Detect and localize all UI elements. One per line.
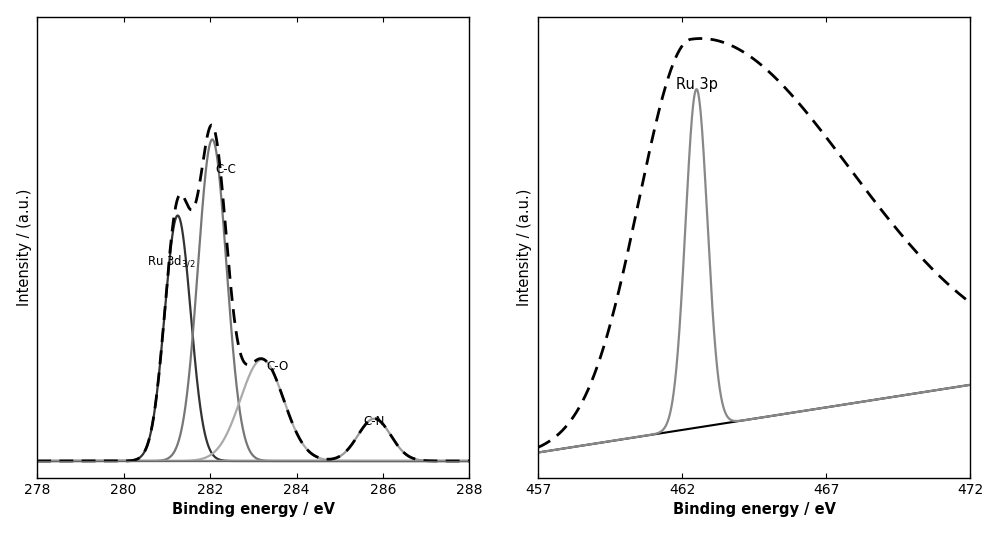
- Text: C-N: C-N: [364, 415, 385, 428]
- Text: Ru 3d$_{3/2}$: Ru 3d$_{3/2}$: [147, 253, 196, 269]
- Text: C-C: C-C: [215, 163, 236, 176]
- X-axis label: Binding energy / eV: Binding energy / eV: [172, 502, 335, 517]
- Y-axis label: Intensity / (a.u.): Intensity / (a.u.): [517, 189, 532, 306]
- Text: Ru 3p: Ru 3p: [676, 76, 717, 92]
- Y-axis label: Intensity / (a.u.): Intensity / (a.u.): [17, 189, 32, 306]
- Text: C-O: C-O: [266, 360, 289, 373]
- X-axis label: Binding energy / eV: Binding energy / eV: [673, 502, 836, 517]
